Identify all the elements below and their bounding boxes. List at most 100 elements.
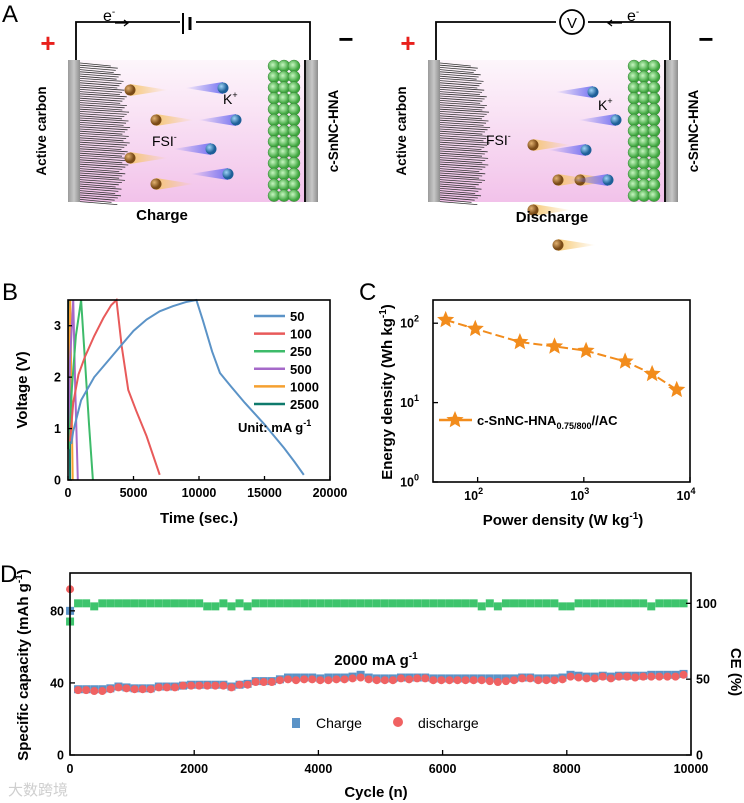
data-point-CE	[614, 599, 623, 608]
sncnanosphere-icon	[287, 70, 301, 84]
panel-label-b: B	[2, 279, 18, 306]
voltmeter-icon: V	[559, 9, 585, 35]
tick-exp: 2	[414, 314, 419, 324]
sncnanosphere-icon	[287, 146, 301, 159]
potassium-cation-icon	[230, 114, 242, 126]
anion-tail	[130, 84, 168, 96]
tick-base: 10	[400, 317, 414, 331]
sncnanosphere-icon	[647, 189, 661, 202]
data-point-CE	[235, 599, 244, 608]
data-point-discharge	[316, 676, 325, 685]
data-point-discharge	[526, 674, 535, 683]
data-point-CE	[170, 599, 179, 608]
data-point-CE	[74, 599, 83, 608]
data-point-discharge	[162, 683, 171, 692]
data-point-discharge	[550, 676, 559, 685]
y-tick-label: 0	[54, 474, 61, 488]
data-point-discharge	[606, 674, 615, 683]
data-point-CE	[203, 602, 212, 611]
electron-arrow-icon	[607, 19, 622, 27]
d-y-axis-title: Specific capacity (mAh g-1)	[14, 569, 32, 760]
cation-label: K+	[598, 96, 613, 113]
data-point-CE	[219, 599, 228, 608]
data-point-discharge	[437, 676, 446, 685]
data-point-discharge	[429, 676, 438, 685]
data-point-CE	[332, 599, 341, 608]
data-point-CE	[82, 599, 91, 608]
electron-label-left: e-	[103, 7, 115, 25]
y2-tick-label: 0	[696, 749, 703, 763]
discharge-caption: Discharge	[516, 209, 589, 226]
data-point-CE	[138, 599, 147, 608]
potassium-cation-icon	[580, 144, 592, 156]
data-point-CE	[623, 599, 632, 608]
data-point-discharge	[372, 676, 381, 685]
data-point-CE	[340, 599, 349, 608]
legend-label-2500: 2500	[290, 397, 319, 412]
sncnanosphere-icon	[287, 102, 301, 116]
data-point-CE	[98, 599, 107, 608]
data-point-CE	[267, 599, 276, 608]
data-point-discharge	[243, 680, 252, 689]
data-point-discharge	[614, 672, 623, 681]
x-tick-label: 20000	[313, 486, 348, 500]
data-point-CE	[469, 599, 478, 608]
data-point-discharge	[405, 675, 414, 684]
data-point-CE	[429, 599, 438, 608]
data-point-discharge	[82, 686, 91, 695]
star-marker	[577, 341, 595, 358]
sncnanosphere-icon	[287, 59, 301, 73]
data-point-CE	[606, 599, 615, 608]
data-point-discharge	[582, 674, 591, 683]
data-point-discharge	[356, 673, 365, 682]
data-point-discharge	[292, 676, 301, 685]
b-unit-annotation: Unit: mA g-1	[238, 418, 311, 435]
data-point-CE	[195, 599, 204, 608]
electron-arrow-icon	[115, 19, 129, 27]
tick-base: 10	[400, 396, 414, 410]
data-point-CE	[558, 602, 567, 611]
data-point-discharge	[542, 676, 551, 685]
data-point-CE	[679, 599, 688, 608]
data-point-CE	[437, 599, 446, 608]
cation-tail	[198, 114, 236, 126]
tick-base: 10	[677, 489, 691, 503]
y-tick-label: 80	[50, 604, 64, 618]
data-point-CE	[453, 599, 462, 608]
data-point-discharge	[558, 675, 567, 684]
fsi-anion-icon	[552, 239, 564, 251]
data-point-CE	[130, 599, 139, 608]
y-tick-label: 101	[400, 393, 419, 410]
fsi-anion-icon	[150, 178, 162, 190]
data-point-discharge	[114, 683, 123, 692]
data-point-CE	[477, 602, 486, 611]
y-tick-label: 100	[400, 473, 419, 490]
tick-exp: 1	[414, 393, 419, 403]
data-point-discharge	[663, 672, 672, 681]
fsi-anion-icon	[124, 84, 136, 96]
data-point-CE	[550, 599, 559, 608]
battery-icon	[182, 13, 192, 34]
data-point-discharge	[493, 678, 502, 687]
data-point-discharge	[364, 675, 373, 684]
x-tick-label: 0	[65, 486, 72, 500]
data-point-CE	[372, 599, 381, 608]
data-point-discharge	[518, 674, 527, 683]
star-marker	[466, 319, 484, 337]
panel-label-c: C	[359, 279, 376, 306]
data-point-CE	[493, 602, 502, 611]
minus-sign-icon: −	[338, 24, 353, 54]
data-point-CE	[292, 599, 301, 608]
x-tick-label: 2000	[180, 762, 208, 776]
sncnanosphere-icon	[287, 113, 301, 127]
data-point-CE	[308, 599, 317, 608]
data-point-discharge	[461, 676, 470, 685]
data-point-CE	[388, 599, 397, 608]
legend-label-discharge: discharge	[418, 715, 479, 731]
anion-symbol: FSI	[486, 132, 508, 148]
data-point-discharge	[251, 678, 260, 687]
b-y-axis-title: Voltage (V)	[14, 351, 31, 428]
sncnanosphere-icon	[287, 92, 301, 105]
data-point-CE	[162, 599, 171, 608]
